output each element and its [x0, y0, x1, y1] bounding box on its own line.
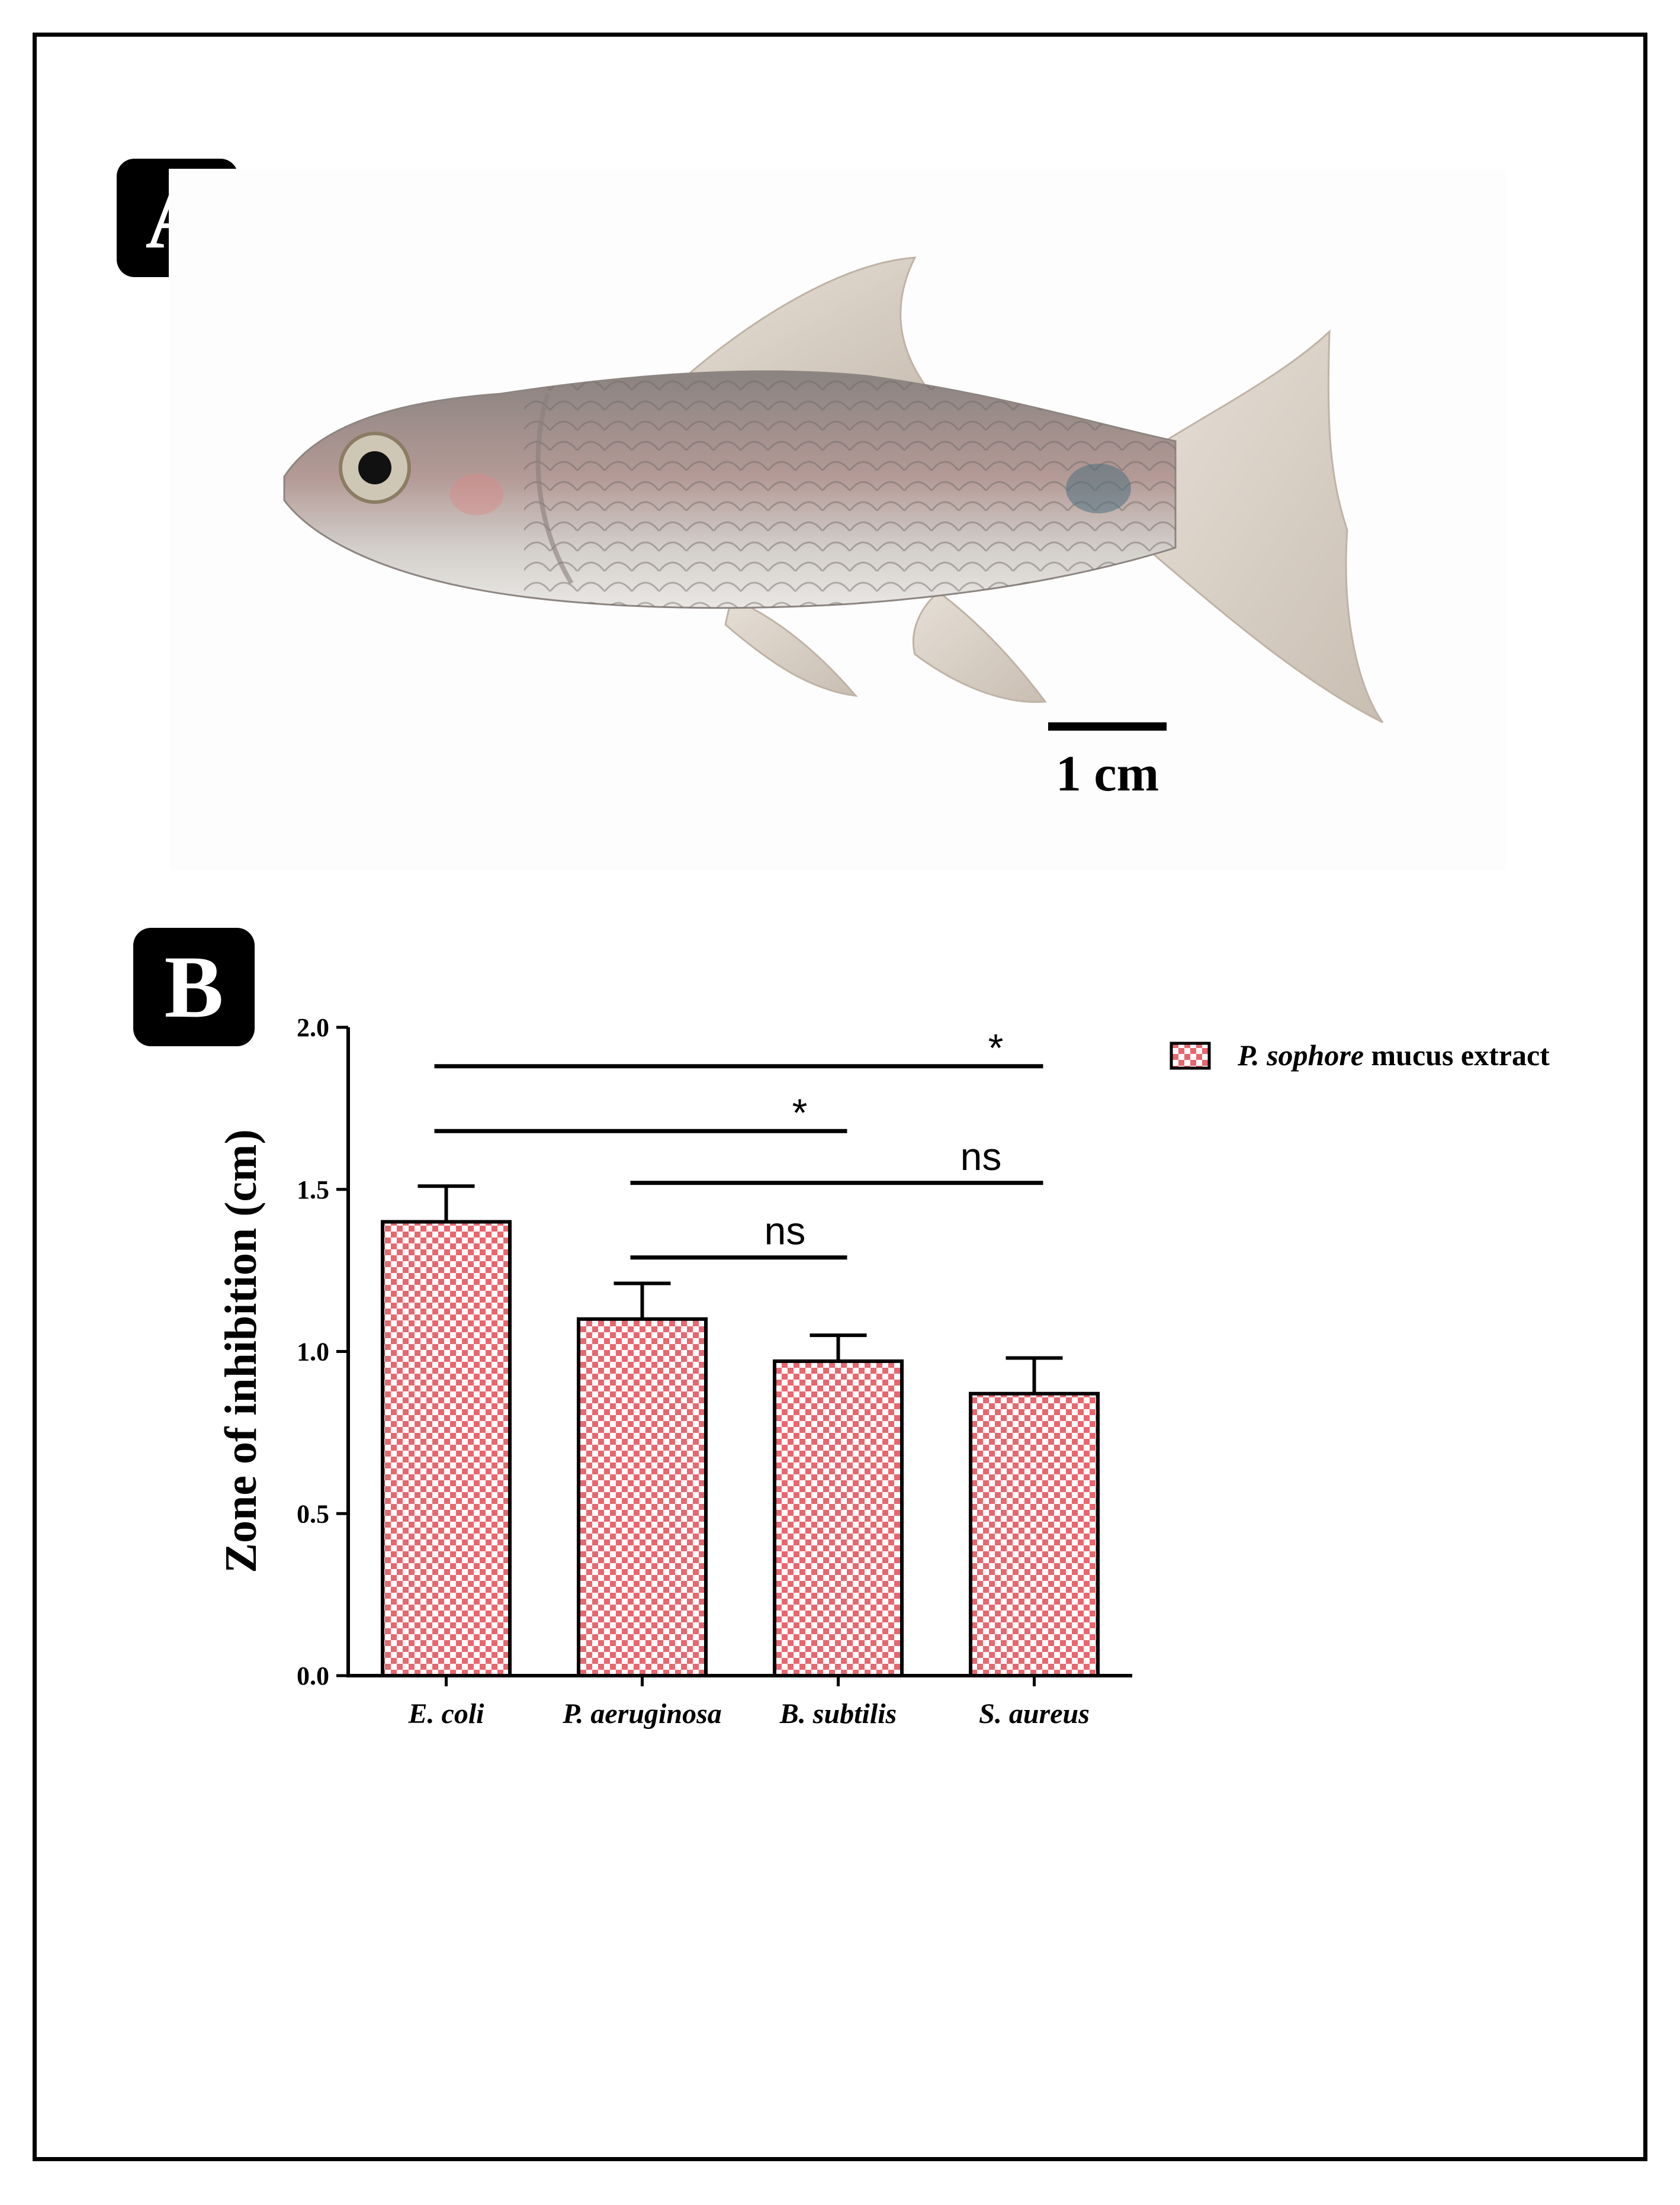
- scale-bar: [1048, 722, 1167, 731]
- significance-label: ns: [764, 1209, 806, 1253]
- anal-fin: [912, 591, 1047, 703]
- x-tick-label: S. aureus: [979, 1698, 1090, 1730]
- x-tick-label: B. subtilis: [779, 1698, 897, 1730]
- y-tick-label: 1.0: [297, 1338, 329, 1367]
- legend-species: P. sophore: [1237, 1039, 1364, 1072]
- legend-swatch: [1170, 1042, 1211, 1070]
- y-axis-label: Zone of inhibition (cm): [216, 1129, 266, 1573]
- significance-label: *: [988, 1026, 1004, 1070]
- panel-label-b: B: [133, 928, 255, 1046]
- figure-frame: [33, 33, 1647, 2161]
- bar: [969, 1391, 1100, 1678]
- significance-label: ns: [961, 1134, 1002, 1178]
- fish-photo: 1 cm: [169, 169, 1507, 870]
- x-tick-label: P. aeruginosa: [562, 1698, 722, 1730]
- bar: [773, 1359, 904, 1678]
- y-tick-label: 2.0: [297, 1013, 329, 1042]
- pelvic-fin: [724, 596, 858, 697]
- bar: [577, 1317, 708, 1677]
- tail-fin: [1145, 329, 1384, 724]
- significance-label: *: [792, 1091, 808, 1134]
- legend-rest: mucus extract: [1364, 1039, 1550, 1072]
- y-tick-label: 0.5: [297, 1499, 329, 1528]
- y-tick-label: 1.5: [297, 1175, 329, 1204]
- bar: [381, 1220, 512, 1677]
- legend-label: P. sophore mucus extract: [1237, 1039, 1550, 1072]
- scale-bar-label: 1 cm: [1056, 745, 1159, 802]
- x-tick-label: E. coli: [408, 1698, 485, 1730]
- y-tick-label: 0.0: [297, 1661, 329, 1690]
